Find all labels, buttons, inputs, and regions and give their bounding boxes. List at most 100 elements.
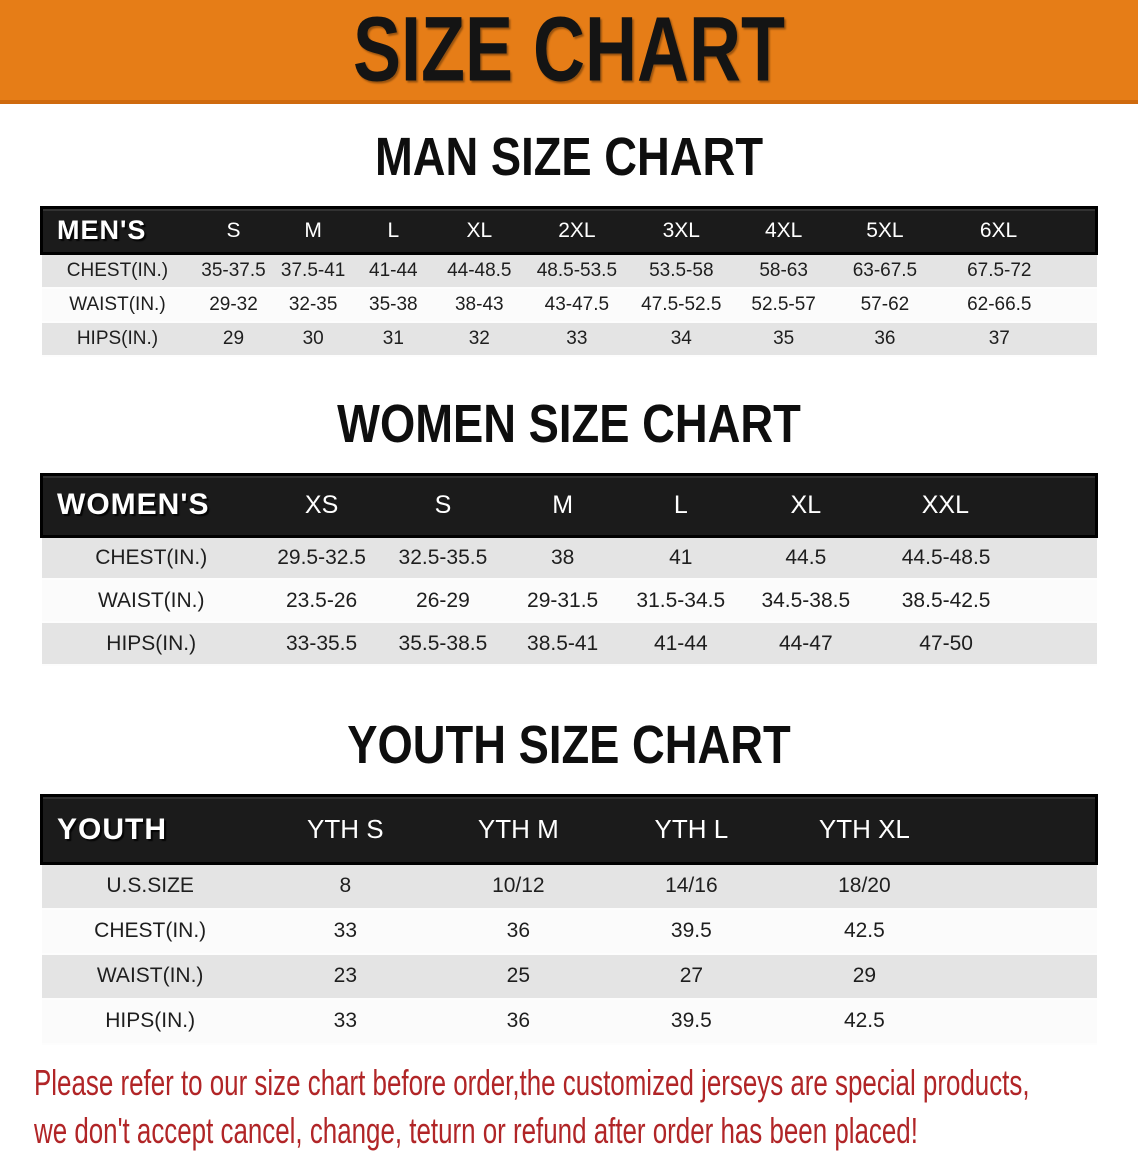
size-column-header: L	[621, 472, 740, 538]
measurement-row: CHEST(IN.) 33 36 39.5 42.5	[41, 908, 1097, 955]
measurement-row-label: HIPS(IN.)	[41, 321, 194, 357]
table-group-label: MEN'S	[40, 206, 194, 255]
size-column-header: S	[382, 472, 504, 538]
size-value-cell: 39.5	[604, 908, 778, 955]
size-value-cell: 29.5-32.5	[260, 536, 383, 580]
measurement-row: WAIST(IN.) 29-32 32-35 35-38 38-43 43-47.5 47.…	[41, 287, 1097, 323]
size-value-cell: 36	[431, 908, 605, 955]
size-value-cell: 33	[524, 321, 630, 357]
size-value-cell: 25	[431, 953, 605, 1000]
size-value-cell: 31	[352, 321, 434, 357]
size-value-cell: 33	[258, 908, 432, 955]
size-value-cell: 44.5-48.5	[871, 536, 1097, 580]
filler-cell	[950, 863, 1097, 910]
size-value-cell: 67.5-72	[936, 253, 1097, 289]
filler-cell	[950, 908, 1097, 955]
size-value-cell: 33	[258, 998, 432, 1045]
filler-header	[950, 794, 1098, 865]
size-column-header: M	[503, 472, 622, 538]
size-column-header: YTH XL	[777, 794, 951, 865]
size-column-header: YTH M	[431, 794, 605, 865]
size-value-cell: 48.5-53.5	[524, 253, 630, 289]
size-value-cell: 44.5	[739, 536, 872, 580]
table-group-label: WOMEN'S	[39, 472, 261, 538]
size-value-cell: 38.5-42.5	[871, 579, 1097, 623]
table-group-label: YOUTH	[39, 794, 259, 865]
size-value-cell: 27	[604, 953, 778, 1000]
size-value-cell: 31.5-34.5	[621, 579, 740, 623]
measurement-row-label: CHEST(IN.)	[41, 908, 259, 955]
measurement-row: HIPS(IN.) 33 36 39.5 42.5	[41, 998, 1097, 1045]
size-value-cell: 33-35.5	[260, 622, 383, 666]
size-value-cell: 32.5-35.5	[382, 536, 504, 580]
size-value-cell: 62-66.5	[936, 287, 1097, 323]
size-column-header: XL	[433, 206, 525, 255]
measurement-row-label: WAIST(IN.)	[41, 579, 261, 623]
size-value-cell: 35.5-38.5	[382, 622, 504, 666]
size-value-cell: 35-38	[352, 287, 434, 323]
size-column-header: XXL	[871, 472, 1098, 538]
size-value-cell: 29	[777, 953, 951, 1000]
size-value-cell: 36	[833, 321, 937, 357]
size-value-cell: 41	[621, 536, 740, 580]
size-value-cell: 42.5	[777, 908, 951, 955]
youth-size-chart-section: YOUTH SIZE CHART YOUTH YTH S YTH M YTH L YTH…	[0, 718, 1138, 1045]
size-column-header: 2XL	[524, 206, 630, 255]
size-value-cell: 8	[258, 863, 432, 910]
youth-size-table: YOUTH YTH S YTH M YTH L YTH XL U.S.SIZE 8 10/12…	[39, 794, 1098, 1045]
size-value-cell: 34.5-38.5	[739, 579, 872, 623]
size-value-cell: 35	[733, 321, 834, 357]
size-value-cell: 36	[431, 998, 605, 1045]
size-value-cell: 52.5-57	[733, 287, 834, 323]
size-column-header: XL	[739, 472, 872, 538]
measurement-row-label: CHEST(IN.)	[41, 536, 261, 580]
size-value-cell: 30	[273, 321, 353, 357]
size-value-cell: 43-47.5	[524, 287, 630, 323]
disclaimer-text: Please refer to our size chart before or…	[0, 1059, 1138, 1155]
women-size-table: WOMEN'S XS S M L XL XXL CHEST(IN.) 29.5-32.5 32.5…	[39, 472, 1098, 666]
man-size-chart-section: MAN SIZE CHART MEN'S S M L XL 2XL 3XL 4XL 5XL 6XL…	[0, 130, 1138, 357]
size-value-cell: 29-31.5	[503, 579, 622, 623]
size-column-header: 3XL	[629, 206, 734, 255]
size-value-cell: 41-44	[352, 253, 434, 289]
filler-cell	[950, 953, 1097, 1000]
size-value-cell: 34	[629, 321, 734, 357]
section-title-youth: YOUTH SIZE CHART	[347, 715, 791, 775]
size-column-header: 6XL	[936, 206, 1099, 255]
measurement-row-label: WAIST(IN.)	[41, 287, 194, 323]
measurement-row-label: HIPS(IN.)	[41, 622, 261, 666]
disclaimer-line-2: we don't accept cancel, change, teturn o…	[34, 1109, 918, 1151]
measurement-row: HIPS(IN.) 33-35.5 35.5-38.5 38.5-41 41-44 44-…	[41, 622, 1097, 666]
size-value-cell: 18/20	[777, 863, 951, 910]
size-value-cell: 23.5-26	[260, 579, 383, 623]
size-value-cell: 23	[258, 953, 432, 1000]
size-value-cell: 44-47	[739, 622, 872, 666]
men-size-table: MEN'S S M L XL 2XL 3XL 4XL 5XL 6XL CHEST(IN.) 35-37…	[40, 206, 1099, 357]
filler-cell	[950, 998, 1097, 1045]
section-title-man: MAN SIZE CHART	[374, 127, 764, 187]
size-value-cell: 14/16	[604, 863, 778, 910]
women-size-chart-section: WOMEN SIZE CHART WOMEN'S XS S M L XL XXL CHEST(…	[0, 393, 1138, 666]
size-column-header: XS	[260, 472, 383, 538]
size-value-cell: 26-29	[382, 579, 504, 623]
size-value-cell: 53.5-58	[629, 253, 734, 289]
size-value-cell: 57-62	[833, 287, 937, 323]
size-value-cell: 47.5-52.5	[629, 287, 734, 323]
size-value-cell: 58-63	[733, 253, 834, 289]
size-value-cell: 29-32	[193, 287, 274, 323]
size-header-row: WOMEN'S XS S M L XL XXL	[39, 472, 1098, 538]
measurement-row-label: CHEST(IN.)	[41, 253, 194, 289]
size-column-header: L	[352, 206, 434, 255]
disclaimer-line-1: Please refer to our size chart before or…	[34, 1061, 1030, 1103]
size-value-cell: 39.5	[604, 998, 778, 1045]
size-value-cell: 35-37.5	[193, 253, 274, 289]
section-title-women: WOMEN SIZE CHART	[337, 393, 801, 454]
size-value-cell: 29	[193, 321, 274, 357]
measurement-row-label: U.S.SIZE	[41, 863, 259, 910]
size-header-row: MEN'S S M L XL 2XL 3XL 4XL 5XL 6XL	[40, 206, 1099, 255]
size-value-cell: 38	[503, 536, 622, 580]
size-value-cell: 32	[433, 321, 525, 357]
measurement-row: WAIST(IN.) 23.5-26 26-29 29-31.5 31.5-34.5 34…	[41, 579, 1097, 623]
size-column-header: M	[273, 206, 353, 255]
size-value-cell: 32-35	[273, 287, 353, 323]
